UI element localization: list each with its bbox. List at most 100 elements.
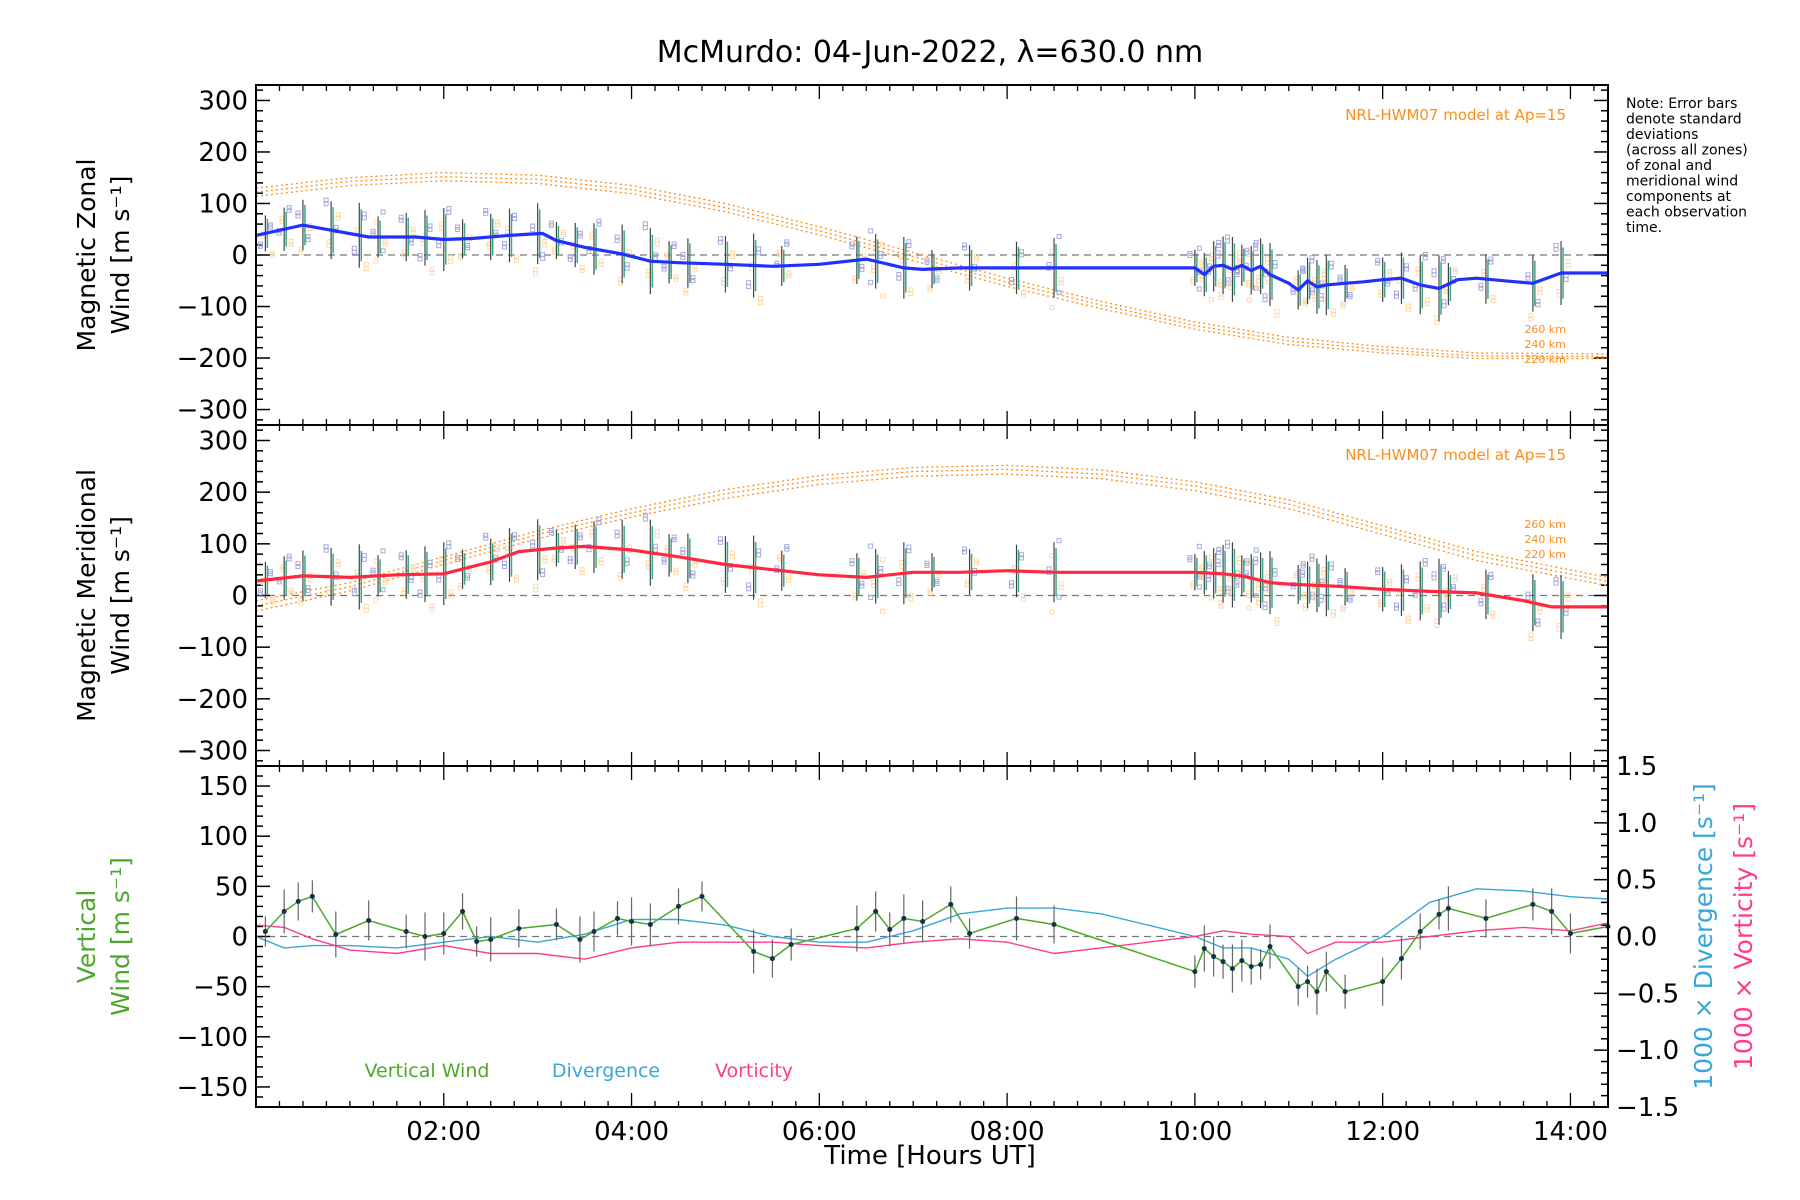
- zone-point: [690, 573, 696, 579]
- zone-point: [408, 578, 414, 584]
- zone-point: [1253, 245, 1259, 251]
- zone-point: [683, 582, 689, 588]
- zone-point: [577, 230, 583, 236]
- zone-point: [398, 214, 404, 220]
- zone-point: [502, 241, 507, 247]
- zone-point: [756, 548, 762, 554]
- zone-point: [924, 560, 930, 566]
- zone-point: [1300, 265, 1306, 271]
- zone-point: [398, 217, 404, 223]
- zone-point: [849, 558, 855, 564]
- vertical-wind-point: [676, 903, 681, 909]
- panel-meridional: 300 200 100 0 −100 −200 −300 Magnetic Meridiona…: [72, 424, 1609, 767]
- zone-point: [567, 556, 573, 562]
- zone-point: [1450, 586, 1456, 592]
- vertical-wind-point: [1229, 966, 1235, 972]
- right-tick-label: 0.5: [1616, 866, 1657, 896]
- zone-point: [1393, 605, 1399, 611]
- model-curve: [255, 171, 1609, 355]
- zone-point: [483, 207, 489, 213]
- zone-point: [286, 553, 292, 559]
- zone-point: [288, 590, 294, 596]
- zone-point: [1440, 258, 1446, 264]
- zone-point: [1246, 605, 1252, 611]
- zone-point: [896, 271, 902, 277]
- vertical-wind-point: [591, 928, 597, 934]
- zone-point: [1019, 555, 1024, 561]
- zone-point: [880, 608, 886, 614]
- zone-point: [1019, 252, 1024, 258]
- zone-point: [1274, 309, 1280, 315]
- zone-point: [880, 242, 886, 248]
- zone-point: [1309, 556, 1315, 562]
- zone-point: [1535, 298, 1541, 304]
- zone-point: [446, 540, 452, 546]
- vertical-wind-point: [887, 926, 893, 932]
- zone-point: [567, 558, 573, 564]
- vertical-wind-point: [1211, 954, 1217, 960]
- y-tick-label: 0: [231, 241, 248, 271]
- zone-point: [683, 290, 689, 296]
- zone-point: [908, 287, 914, 293]
- note-line: each observation: [1626, 205, 1747, 221]
- zone-point: [1375, 567, 1381, 573]
- zone-point: [1303, 301, 1309, 307]
- vertical-wind-point: [422, 934, 428, 939]
- vertical-wind-point: [1267, 944, 1273, 950]
- vertical-wind-point: [1239, 958, 1245, 964]
- zone-point: [1440, 256, 1446, 262]
- y-tick-label: −150: [177, 1073, 248, 1103]
- zone-point: [370, 567, 376, 573]
- zone-point: [323, 197, 329, 203]
- zone-point: [1274, 617, 1280, 623]
- zone-point: [878, 569, 884, 575]
- zone-point: [1009, 583, 1014, 589]
- zone-point: [786, 270, 792, 276]
- zone-point: [548, 220, 554, 226]
- zone-point: [746, 582, 752, 588]
- vertical-wind-point: [516, 925, 522, 931]
- zone-point: [1403, 266, 1409, 272]
- zone-point: [974, 253, 980, 259]
- zone-point: [729, 250, 735, 256]
- vertical-wind-point: [1445, 905, 1451, 911]
- x-tick-label: 14:00: [1533, 1117, 1608, 1147]
- vertical-wind-point: [460, 908, 466, 914]
- zone-point: [361, 556, 367, 562]
- vertical-wind-point: [699, 893, 705, 899]
- zone-point: [1347, 595, 1353, 601]
- zone-point: [1206, 576, 1212, 582]
- zone-point: [351, 245, 357, 251]
- zone-point: [1218, 295, 1224, 301]
- zone-point: [784, 239, 790, 245]
- x-tick-label: 06:00: [782, 1117, 857, 1147]
- zone-point: [363, 607, 369, 613]
- zone-point: [542, 238, 548, 244]
- zone-point: [1253, 547, 1259, 553]
- zone-point: [370, 228, 376, 234]
- vertical-wind-point: [788, 942, 794, 948]
- zone-point: [1424, 603, 1430, 609]
- y-tick-label: 100: [198, 822, 248, 852]
- zone-point: [380, 548, 386, 554]
- zone-point: [530, 223, 536, 229]
- zone-point: [1215, 253, 1221, 259]
- zone-point: [673, 570, 679, 576]
- zone-point: [1303, 606, 1309, 612]
- zone-point: [962, 549, 968, 555]
- zone-point: [410, 226, 416, 232]
- zone-point: [1337, 274, 1343, 280]
- zone-point: [1058, 276, 1064, 282]
- zone-point: [1300, 561, 1306, 567]
- zone-point: [417, 252, 423, 258]
- zone-point: [596, 221, 602, 227]
- model-altitude-label: 240 km: [1524, 338, 1566, 351]
- model-altitude-label: 260 km: [1524, 323, 1566, 336]
- zone-point: [690, 275, 696, 281]
- zone-point: [614, 529, 620, 535]
- zone-point: [417, 256, 423, 262]
- y-axis-label: Magnetic Zonal: [72, 159, 101, 352]
- zone-point: [1375, 570, 1381, 576]
- zone-point: [1262, 601, 1268, 607]
